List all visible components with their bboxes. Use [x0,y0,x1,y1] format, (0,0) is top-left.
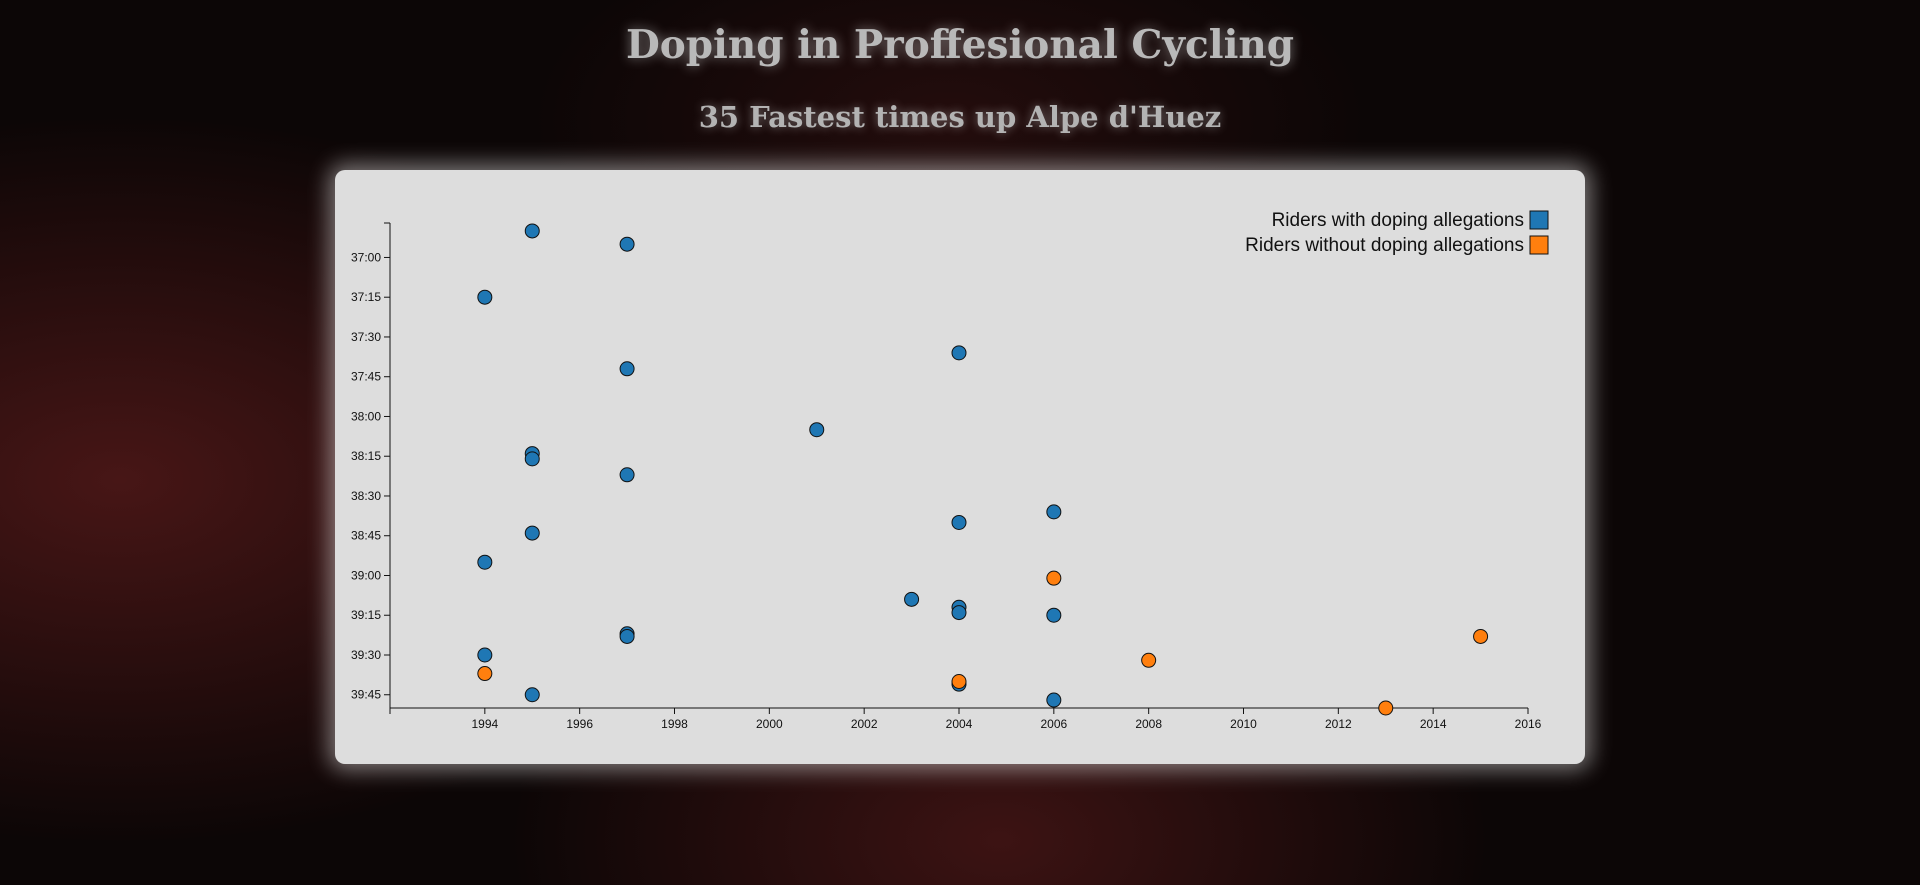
x-tick-label: 2010 [1230,717,1257,731]
y-tick-label: 37:45 [351,370,381,384]
data-point-clean[interactable] [477,666,493,682]
x-tick-label: 1996 [566,717,593,731]
data-point-doping[interactable] [477,554,493,570]
data-point-doping[interactable] [619,628,635,644]
data-point-clean[interactable] [1141,652,1157,668]
page-subtitle: 35 Fastest times up Alpe d'Huez [698,100,1222,134]
data-point-clean[interactable] [951,673,967,689]
y-tick-label: 38:00 [351,409,381,423]
x-tick-label: 1994 [471,717,498,731]
data-point-doping[interactable] [1046,504,1062,520]
x-tick-label: 2008 [1135,717,1162,731]
x-tick-label: 2006 [1040,717,1067,731]
x-tick-label: 1998 [661,717,688,731]
data-point-clean[interactable] [1046,570,1062,586]
page-title: Doping in Proffesional Cycling [625,22,1295,68]
x-tick-label: 2002 [851,717,878,731]
data-point-doping[interactable] [1046,692,1062,708]
chart-card: 37:00 37:15 37:30 37:45 38:00 38:15 38:30 38:45… [335,170,1585,764]
data-point-doping[interactable] [524,223,540,239]
data-point-doping[interactable] [524,451,540,467]
data-point-doping[interactable] [904,591,920,607]
data-point-doping[interactable] [951,514,967,530]
data-point-doping[interactable] [951,345,967,361]
y-tick-label: 37:30 [351,330,381,344]
data-point-doping[interactable] [809,422,825,438]
data-point-doping[interactable] [619,361,635,377]
data-point-doping[interactable] [524,687,540,703]
x-tick-label: 2004 [946,717,973,731]
y-tick-label: 38:15 [351,449,381,463]
y-tick-label: 38:45 [351,529,381,543]
data-point-doping[interactable] [477,289,493,305]
data-point-clean[interactable] [1473,628,1489,644]
legend-label-clean: Riders without doping allegations [1245,235,1524,256]
legend-swatch-clean [1529,235,1549,255]
data-point-doping[interactable] [951,605,967,621]
y-tick-label: 39:00 [351,568,381,582]
x-tick-label: 2012 [1325,717,1352,731]
y-tick-label: 39:45 [351,688,381,702]
legend-label-doping: Riders with doping allegations [1272,210,1524,231]
x-tick-label: 2014 [1420,717,1447,731]
data-point-doping[interactable] [477,647,493,663]
data-point-doping[interactable] [524,525,540,541]
y-tick-label: 39:15 [351,608,381,622]
data-point-clean[interactable] [1378,700,1394,716]
y-tick-label: 38:30 [351,489,381,503]
data-point-doping[interactable] [1046,607,1062,623]
x-tick-label: 2000 [756,717,783,731]
data-point-doping[interactable] [619,467,635,483]
y-tick-label: 37:15 [351,290,381,304]
data-point-doping[interactable] [619,236,635,252]
y-tick-label: 37:00 [351,250,381,264]
scatter-chart: 37:00 37:15 37:30 37:45 38:00 38:15 38:30 38:45… [351,210,1549,731]
x-tick-label: 2016 [1515,717,1542,731]
y-tick-label: 39:30 [351,648,381,662]
legend-swatch-doping [1529,210,1549,230]
